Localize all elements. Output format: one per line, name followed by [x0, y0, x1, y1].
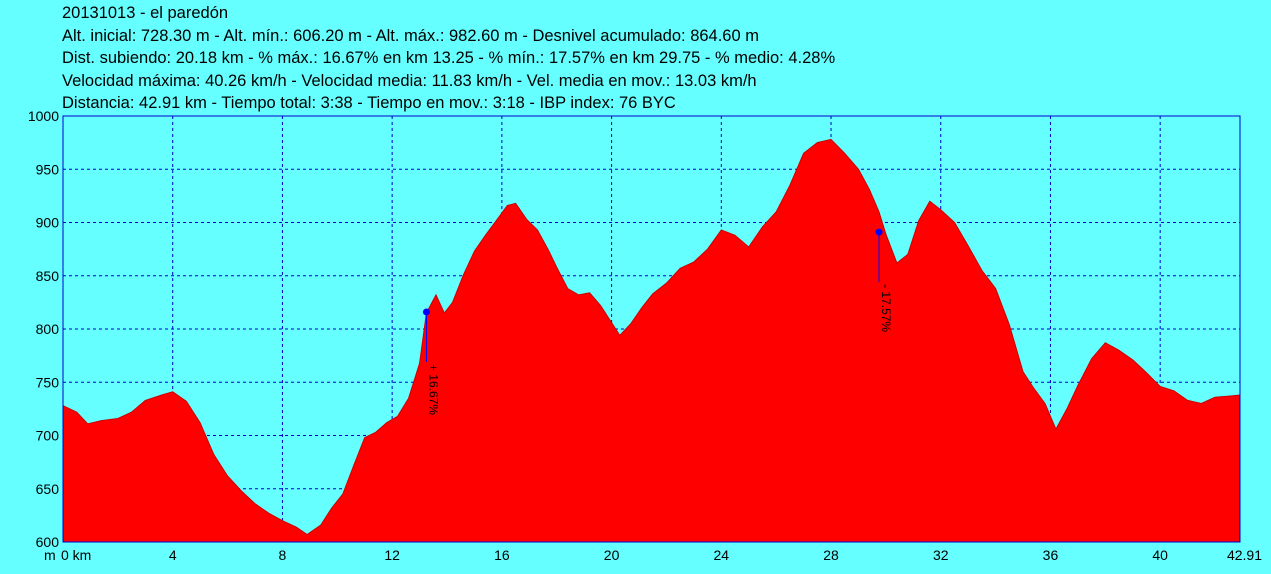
- annotation-marker: [875, 228, 883, 236]
- x-tick-label: 24: [714, 547, 730, 563]
- y-tick-label: 750: [36, 374, 60, 390]
- y-tick-label: 800: [36, 321, 60, 337]
- x-tick-label: 16: [494, 547, 510, 563]
- route-title: 20131013 - el paredón: [62, 4, 229, 22]
- altitude-summary: Alt. inicial: 728.30 m - Alt. mín.: 606.…: [62, 26, 759, 45]
- elevation-fill: [62, 138, 1241, 543]
- annotation-label: - 17.57%: [879, 284, 893, 332]
- gradient-annotations: + 16.67% - 17.57%: [422, 228, 893, 415]
- y-tick-label: 700: [36, 428, 60, 444]
- y-axis-ticks: 600 650 700 750 800 850 900 950 1000: [28, 108, 59, 550]
- elevation-area: [62, 138, 1241, 543]
- y-tick-label: 650: [36, 481, 60, 497]
- x-tick-label: 32: [933, 547, 949, 563]
- x-tick-label: 0 km: [61, 547, 91, 563]
- plot-frame: [62, 115, 1241, 543]
- y-tick-label: 900: [36, 215, 60, 231]
- x-tick-label: 28: [823, 547, 839, 563]
- y-tick-label: 600: [36, 534, 60, 550]
- plot-border: [62, 115, 1241, 543]
- y-tick-label: 950: [36, 161, 60, 177]
- y-tick-label: 850: [36, 268, 60, 284]
- x-tick-label: 12: [384, 547, 400, 563]
- speed-summary: Velocidad máxima: 40.26 km/h - Velocidad…: [62, 71, 757, 90]
- gradient-summary: Dist. subiendo: 20.18 km - % máx.: 16.67…: [62, 49, 836, 67]
- y-tick-label: 1000: [28, 108, 59, 124]
- annotation-label: + 16.67%: [426, 364, 440, 415]
- x-tick-label: 42.91: [1227, 547, 1262, 563]
- annotation-marker: [422, 308, 430, 316]
- x-tick-label: 8: [279, 547, 287, 563]
- x-tick-label: 4: [169, 547, 177, 563]
- x-tick-label: 20: [604, 547, 620, 563]
- distance-time-summary: Distancia: 42.91 km - Tiempo total: 3:38…: [62, 94, 676, 112]
- y-axis-unit: m: [44, 547, 56, 563]
- x-tick-label: 40: [1152, 547, 1168, 563]
- chart-header: 20131013 - el paredón Alt. inicial: 728.…: [62, 2, 835, 115]
- x-tick-label: 36: [1043, 547, 1059, 563]
- x-axis-ticks: 0 km 4 8 12 16 20 24 28 32 36 40 42.91 m: [44, 547, 1262, 563]
